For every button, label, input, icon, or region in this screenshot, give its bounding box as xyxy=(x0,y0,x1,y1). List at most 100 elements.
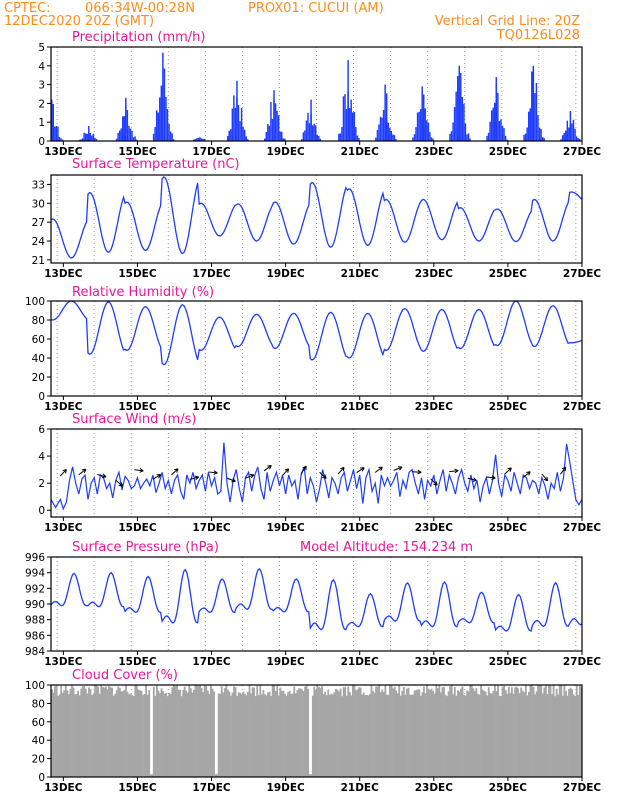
precip-bar xyxy=(575,136,578,141)
cloud-ytick-label: 100 xyxy=(25,680,45,692)
precip-bar xyxy=(415,127,417,141)
cloud-bar xyxy=(318,686,320,777)
precip-bar xyxy=(453,107,456,141)
wind-arrow xyxy=(208,471,218,474)
temp-xtick-label: 17DEC xyxy=(192,268,231,280)
precip-bar xyxy=(524,133,527,141)
cloud-bar xyxy=(338,691,340,777)
cloud-bar xyxy=(126,691,129,777)
cloud-bar xyxy=(361,694,364,777)
wind-arrow xyxy=(226,477,236,482)
cloud-bar xyxy=(71,685,73,777)
cloud-bar xyxy=(382,691,385,777)
cloud-bar xyxy=(155,685,158,777)
cloud-bar xyxy=(409,694,411,777)
wind-arrow xyxy=(393,466,403,471)
cloud-bar xyxy=(169,693,172,777)
precip-bar xyxy=(86,133,88,141)
precip-bar xyxy=(379,116,382,141)
cloud-bar xyxy=(188,685,191,777)
precip-bar xyxy=(301,139,303,141)
precip-bar xyxy=(494,102,496,141)
precip-bar xyxy=(163,68,166,141)
cloud-bar xyxy=(293,686,296,777)
precip-bar xyxy=(432,138,434,141)
cloud-bar xyxy=(276,685,279,777)
cloud-bar xyxy=(483,690,486,777)
wind-xtick-label: 13DEC xyxy=(44,522,83,534)
cloud-bar xyxy=(222,692,225,777)
precip-bar xyxy=(172,139,175,141)
cloud-bar xyxy=(294,693,297,777)
wind-ytick-label: 4 xyxy=(38,451,45,463)
temp-xtick-label: 21DEC xyxy=(341,268,380,280)
precip-bar xyxy=(543,138,545,141)
precip-bar xyxy=(168,123,170,141)
cloud-bar xyxy=(447,691,450,777)
cloud-bar xyxy=(472,688,475,777)
precip-bar xyxy=(578,138,581,141)
cloud-bar xyxy=(364,695,367,777)
cloud-bar xyxy=(399,695,402,777)
precip-bar xyxy=(171,133,173,141)
precip-title: Precipitation (mm/h) xyxy=(72,30,205,45)
cloud-bar xyxy=(441,687,444,777)
precip-bar xyxy=(412,137,414,141)
cloud-bar xyxy=(501,686,504,777)
cloud-bar xyxy=(259,685,262,777)
wind-arrow-head xyxy=(526,471,531,476)
wind-arrow-head xyxy=(417,469,422,475)
cloud-bar xyxy=(435,685,438,777)
cloud-bar xyxy=(66,690,69,777)
cloud-bar xyxy=(108,685,110,777)
cloud-bar xyxy=(205,685,208,777)
cloud-bar xyxy=(555,688,558,777)
panel-border xyxy=(50,428,583,518)
cloud-bar xyxy=(416,689,419,777)
cloud-bar xyxy=(336,689,339,777)
pressure-ytick-label: 990 xyxy=(25,599,45,611)
precip-bar xyxy=(236,80,238,141)
cloud-bar xyxy=(243,693,246,777)
wind-arrow xyxy=(541,473,549,482)
cloud-bar xyxy=(325,695,328,777)
cloud-bar xyxy=(392,688,394,777)
cloud-bar xyxy=(356,689,359,777)
precip-bar xyxy=(311,125,314,141)
cloud-bar xyxy=(214,774,217,777)
precip-bar xyxy=(342,96,345,141)
panel-border xyxy=(50,556,583,652)
cloud-bar xyxy=(137,689,140,777)
cloud-bar xyxy=(489,693,492,777)
precip-bar xyxy=(240,107,243,141)
cloud-bar xyxy=(387,694,390,777)
precip-bar xyxy=(155,110,158,141)
cloud-bar xyxy=(327,689,330,777)
precip-bar xyxy=(449,133,451,141)
cloud-bar xyxy=(464,695,467,777)
cloud-bar xyxy=(339,688,342,777)
cloud-bar xyxy=(578,685,581,777)
precip-bar xyxy=(304,130,306,141)
precip-bar xyxy=(537,115,539,141)
cloud-bar xyxy=(168,692,171,777)
rh-xtick-label: 15DEC xyxy=(118,401,157,413)
cloud-bar xyxy=(481,689,484,777)
cloud-bar xyxy=(148,689,151,777)
cloud-bar xyxy=(456,690,459,777)
cloud-bar xyxy=(313,686,316,777)
wind-series-line xyxy=(50,442,583,511)
wind-arrow xyxy=(449,470,459,473)
cloud-bar xyxy=(540,685,543,777)
cloud-bar xyxy=(125,685,127,777)
cloud-bar xyxy=(206,690,209,777)
precip-bar xyxy=(94,137,96,141)
rh-ytick-label: 0 xyxy=(38,391,45,403)
precip-bar xyxy=(423,94,425,141)
precip-ytick-label: 5 xyxy=(38,42,45,54)
temp-title: Surface Temperature (nC) xyxy=(72,157,240,172)
precip-bar xyxy=(416,112,419,141)
cloud-ytick-label: 40 xyxy=(32,735,45,747)
precip-bar xyxy=(131,130,133,141)
precip-bar xyxy=(277,115,280,141)
